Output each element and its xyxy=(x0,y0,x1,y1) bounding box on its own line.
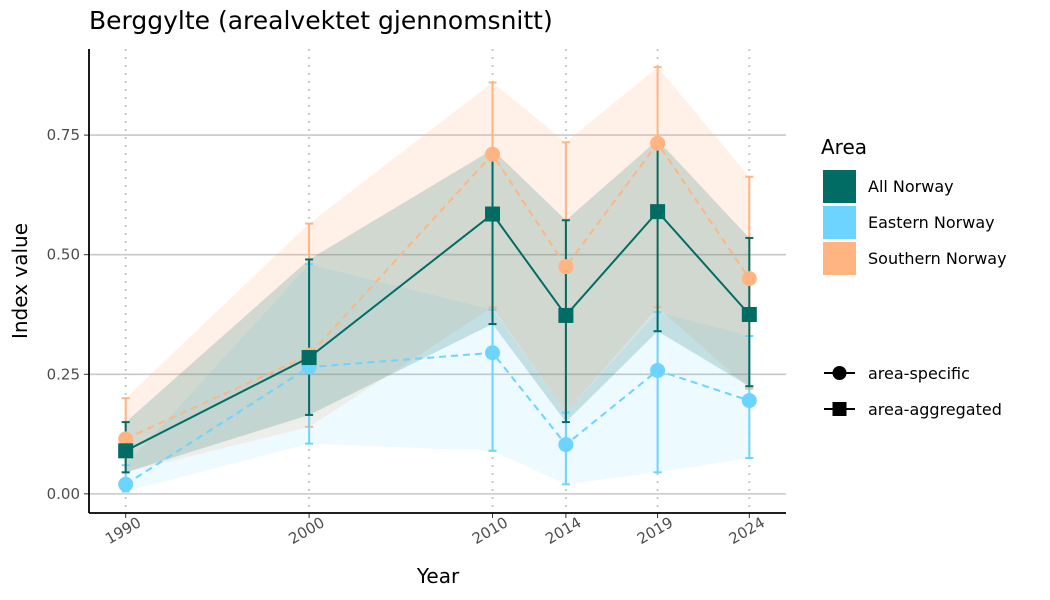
series-line xyxy=(125,141,751,440)
legend-swatch xyxy=(823,242,856,275)
legend-swatch xyxy=(823,170,856,203)
y-tick-label: 0.00 xyxy=(47,485,80,503)
data-point-circle xyxy=(485,345,501,361)
chart-title: Berggylte (arealvektet gjennomsnitt) xyxy=(89,6,553,35)
data-point-circle xyxy=(558,437,574,453)
data-points xyxy=(118,135,757,492)
y-tick-label: 0.25 xyxy=(47,365,80,383)
legend: Area All Norway Eastern Norway Southern No… xyxy=(821,135,1007,419)
data-point-circle xyxy=(118,476,134,492)
legend-swatch xyxy=(823,206,856,239)
x-tick-label: 2014 xyxy=(542,513,584,548)
x-tick-label: 2019 xyxy=(634,513,676,548)
data-point-square xyxy=(741,306,757,322)
x-tick-label: 2010 xyxy=(469,513,511,548)
data-point-square xyxy=(118,443,134,459)
data-point-circle xyxy=(558,259,574,275)
data-point-square xyxy=(485,206,501,222)
data-point-circle xyxy=(650,135,666,151)
x-tick-label: 2024 xyxy=(726,513,768,548)
legend-label: area-specific xyxy=(868,364,970,383)
data-point-circle xyxy=(118,431,134,447)
series-lines xyxy=(125,141,751,486)
data-point-circle xyxy=(650,362,666,378)
data-point-square xyxy=(650,204,666,220)
data-point-circle xyxy=(485,146,501,162)
confidence-band xyxy=(125,139,750,473)
legend-label: Eastern Norway xyxy=(868,213,995,232)
legend-label: area-aggregated xyxy=(868,400,1002,419)
data-point-square xyxy=(558,307,574,323)
y-axis-title: Index value xyxy=(8,223,32,339)
legend-key-square xyxy=(832,402,847,416)
x-axis-title: Year xyxy=(416,564,460,588)
y-tick-label: 0.50 xyxy=(47,246,80,264)
y-tick-label: 0.75 xyxy=(47,126,80,144)
x-tick-label: 1990 xyxy=(102,513,144,548)
series-line xyxy=(125,351,750,486)
legend-key-circle xyxy=(832,366,847,380)
series-line xyxy=(125,210,751,452)
confidence-bands xyxy=(125,67,750,492)
legend-title: Area xyxy=(821,135,867,159)
confidence-band xyxy=(125,264,750,492)
x-tick-label: 2000 xyxy=(286,513,328,548)
data-point-circle xyxy=(741,271,757,287)
legend-label: All Norway xyxy=(868,177,954,196)
legend-label: Southern Norway xyxy=(868,249,1007,268)
data-point-square xyxy=(301,350,317,366)
data-point-circle xyxy=(741,393,757,409)
